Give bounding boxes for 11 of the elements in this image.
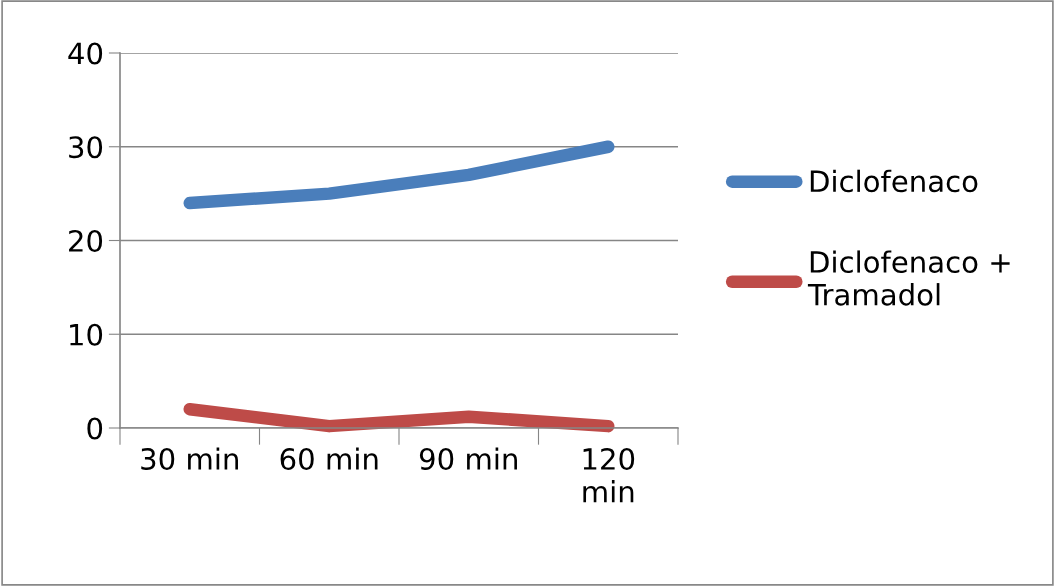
y-tick-label: 30 (69, 136, 103, 159)
x-tick-label: 120 min (583, 447, 635, 503)
legend-label: Diclofenaco (810, 169, 978, 193)
x-tick-label: 30 min (141, 447, 238, 471)
y-tick-label: 20 (69, 229, 103, 252)
x-tick-label: 90 min (419, 447, 517, 471)
x-tick-label: 60 min (280, 447, 378, 471)
legend-label: Diclofenaco + Tramadol (807, 250, 1010, 306)
y-tick-label: 40 (68, 42, 103, 65)
y-tick-label: 0 (87, 417, 103, 440)
y-tick-label: 10 (70, 323, 103, 346)
